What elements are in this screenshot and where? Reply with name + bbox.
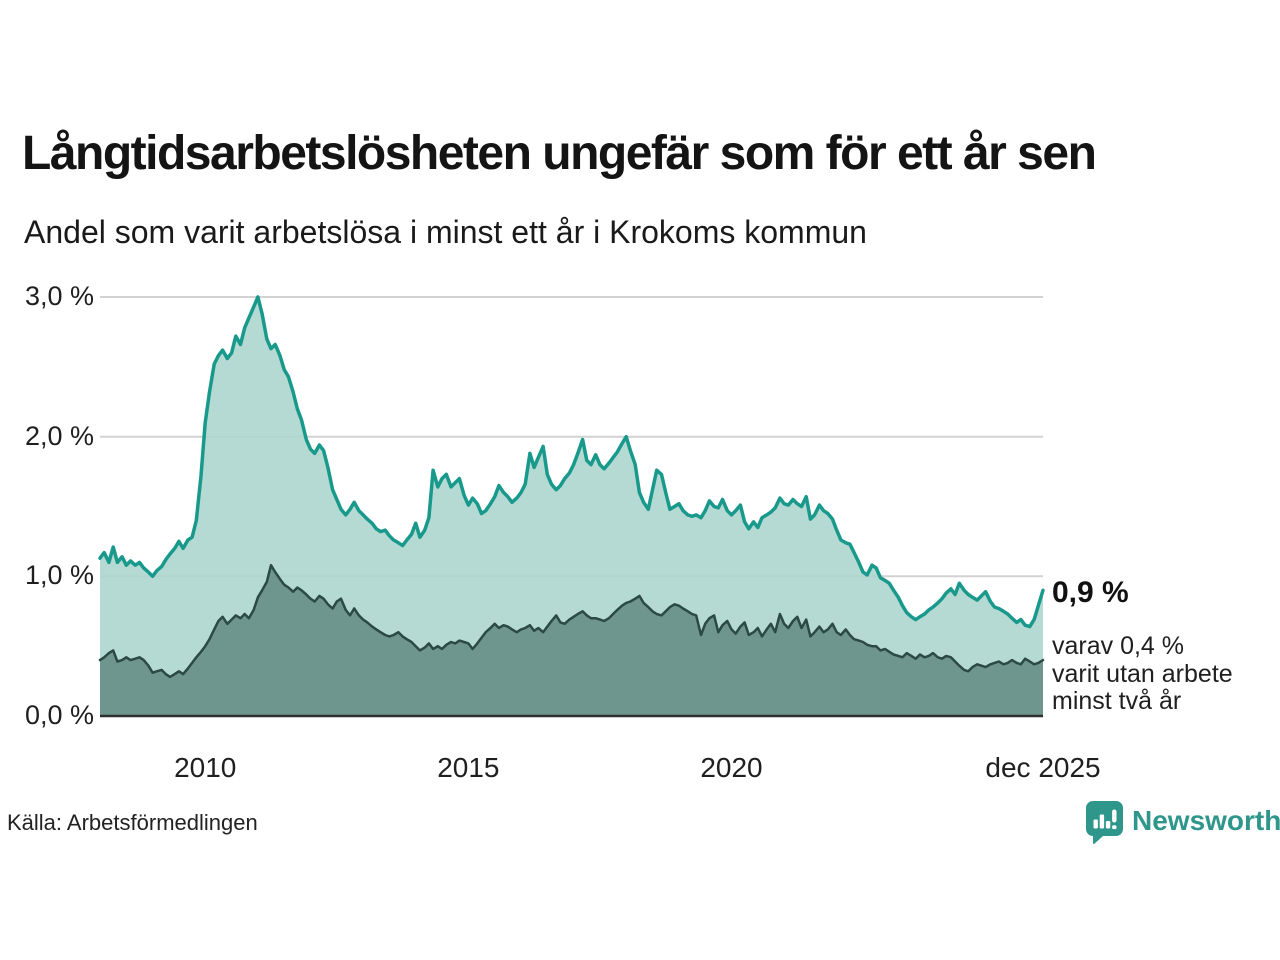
source-label: Källa: Arbetsförmedlingen: [7, 810, 258, 835]
newsworthy-wordmark: Newsworthy: [1132, 805, 1280, 836]
x-axis-tick-label: 2015: [437, 752, 500, 783]
newsworthy-bubble-icon: [1086, 801, 1123, 845]
annotation-line: varav 0,4 %: [1052, 632, 1185, 660]
x-axis-tick-label: 2020: [700, 752, 763, 783]
annotation-line: minst två år: [1052, 687, 1182, 715]
y-axis-tick-label: 2,0 %: [25, 420, 95, 451]
x-axis-tick-label: dec 2025: [985, 752, 1101, 783]
chart-subtitle: Andel som varit arbetslösa i minst ett å…: [24, 214, 867, 250]
newsworthy-logo: Newsworthy: [1086, 801, 1280, 849]
area-utan-arbete-minst-tva-ar: [100, 565, 1043, 716]
y-axis-tick-label: 3,0 %: [25, 280, 95, 311]
y-axis-tick-label: 0,0 %: [25, 699, 95, 730]
secondary-value-annotation: varav 0,4 % varit utan arbete minst två …: [1052, 632, 1233, 716]
line-utan-arbete-minst-tva-ar: [98, 563, 1045, 679]
page-title: Långtidsarbetslösheten ungefär som för e…: [22, 127, 1097, 180]
y-axis-tick-label: 1,0 %: [25, 560, 95, 591]
latest-value-label: 0,9 %: [1052, 576, 1129, 609]
line-arbetslosa-minst-ett-ar: [98, 295, 1045, 629]
annotation-line: varit utan arbete: [1052, 659, 1233, 688]
x-axis-tick-label: 2010: [174, 752, 237, 783]
